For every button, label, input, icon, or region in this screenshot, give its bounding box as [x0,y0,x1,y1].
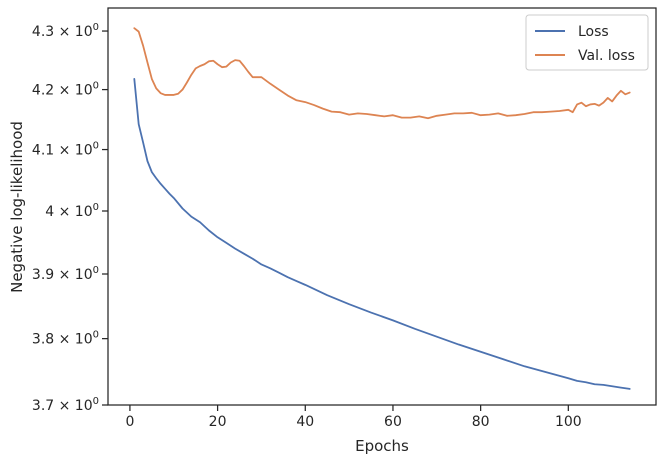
x-tick-label: 20 [209,414,227,430]
series-layer [133,27,631,390]
y-tick-label: 3.7 × 100 [32,396,99,414]
plot-frame [107,7,657,406]
y-tick-label: 4 × 100 [45,202,99,220]
x-tick-label: 60 [384,414,402,430]
series-line-loss [133,78,631,390]
y-tick-label: 4.2 × 100 [32,81,99,99]
x-tick-label: 0 [125,414,134,430]
y-tick-label: 3.9 × 100 [32,265,99,283]
y-tick-label: 4.3 × 100 [32,22,99,40]
series-line-val-loss [133,27,631,120]
legend-label-val-loss: Val. loss [578,48,635,64]
x-axis-label: Epochs [355,437,409,455]
x-tick-label: 100 [555,414,582,430]
y-tick-label: 3.8 × 100 [32,330,99,348]
y-axis-label: Negative log-likelihood [8,121,26,293]
x-tick-label: 40 [296,414,314,430]
legend-label-loss: Loss [578,24,609,40]
plot-area [108,8,656,405]
y-tick-label: 4.1 × 100 [32,141,99,159]
ticks-layer: 0 20 40 60 80 100 3.7 × 100 3.8 × 100 3.9 × 100 4… [32,22,582,430]
x-tick-label: 80 [472,414,490,430]
legend: Loss Val. loss [525,14,649,71]
legend-box [525,14,649,71]
